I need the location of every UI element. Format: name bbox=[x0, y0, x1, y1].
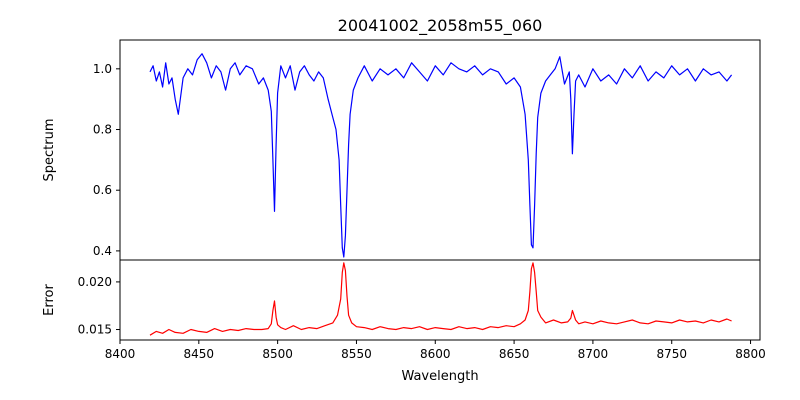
x-axis-label: Wavelength bbox=[401, 369, 478, 384]
error-panel: 0.015 0.020 bbox=[78, 259, 761, 341]
x-tick-label: 8550 bbox=[341, 347, 372, 361]
error-y-tick-label: 0.015 bbox=[78, 323, 112, 337]
x-tick-label: 8750 bbox=[656, 347, 687, 361]
error-y-axis-label: Error bbox=[42, 284, 57, 316]
spectrum-y-tick-label: 1.0 bbox=[93, 62, 112, 76]
chart-title: 20041002_2058m55_060 bbox=[338, 16, 543, 36]
error-line-series-0 bbox=[149, 262, 732, 336]
spectrum-y-tick-label: 0.4 bbox=[93, 244, 112, 258]
spectrum-y-tick-label: 0.6 bbox=[93, 183, 112, 197]
x-tick-label: 8450 bbox=[184, 347, 215, 361]
spectrum-y-axis-label: Spectrum bbox=[42, 119, 57, 182]
x-tick-label: 8400 bbox=[105, 347, 136, 361]
spectrum-y-tick-label: 0.8 bbox=[93, 123, 112, 137]
x-axis-ticks: 8400 8450 8500 8550 8600 8650 8700 8750 8800 bbox=[105, 340, 766, 361]
error-y-tick-label: 0.020 bbox=[78, 275, 112, 289]
error-axes-frame bbox=[119, 259, 761, 341]
x-tick-label: 8600 bbox=[420, 347, 451, 361]
x-tick-label: 8700 bbox=[578, 347, 609, 361]
x-tick-label: 8800 bbox=[735, 347, 766, 361]
x-tick-label: 8650 bbox=[499, 347, 530, 361]
x-tick-label: 8500 bbox=[262, 347, 293, 361]
spectrum-line-series-0 bbox=[149, 53, 733, 258]
